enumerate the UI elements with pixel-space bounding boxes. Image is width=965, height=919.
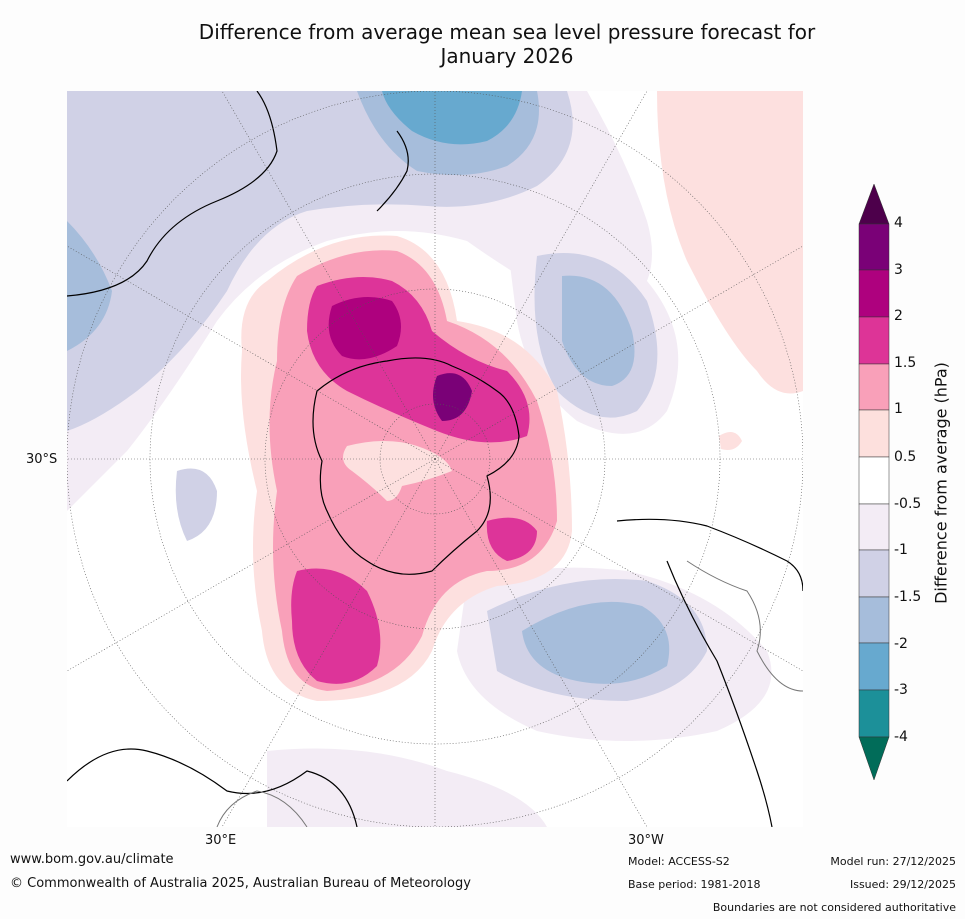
colorbar-swatch-2-3 <box>858 269 890 318</box>
colorbar <box>858 183 890 781</box>
neg-region-west <box>67 91 573 431</box>
pos-region-1-5-south <box>291 568 381 684</box>
coast-new-zealand <box>376 130 409 212</box>
colorbar-swatch-neutral <box>858 456 890 505</box>
pos-region-3-north <box>433 373 472 421</box>
colorbar-swatch-1-5-2 <box>858 316 890 365</box>
polar-map <box>67 91 803 827</box>
chart-title: Difference from average mean sea level p… <box>0 20 965 68</box>
colorbar-tick-label: 4 <box>894 215 903 231</box>
colorbar-swatch-neg-3-4 <box>858 689 890 738</box>
colorbar-tick-label: 1.5 <box>894 355 917 371</box>
title-line-1: Difference from average mean sea level p… <box>198 20 816 44</box>
copyright-text: © Commonwealth of Australia 2025, Austra… <box>10 876 471 891</box>
colorbar-swatch-1-1-5 <box>858 363 890 411</box>
map-svg <box>67 91 803 827</box>
colorbar-swatch-neg-0-5-1 <box>858 503 890 551</box>
colorbar-swatch-neg-1-5-2 <box>858 596 890 644</box>
coast-africa <box>67 748 358 827</box>
neg-region-east-core <box>562 275 635 386</box>
pos-region-small-east <box>719 432 742 450</box>
lat-label-30s: 30°S <box>26 452 58 467</box>
colorbar-tick-label: 2 <box>894 308 903 324</box>
colorbar-swatch-top-extend <box>858 183 890 225</box>
colorbar-tick-label: -2 <box>894 636 908 652</box>
meridian-120w <box>434 245 803 460</box>
neg-region-far-west <box>67 221 112 351</box>
colorbar-tick-label: -4 <box>894 729 908 745</box>
model-text: Model: ACCESS-S2 <box>628 855 730 868</box>
coast-south-america-west <box>666 560 773 827</box>
coastlines <box>67 91 803 827</box>
meridian-150e <box>221 91 436 460</box>
lon-label-30e: 30°E <box>205 833 237 848</box>
pos-region-pole <box>343 441 452 501</box>
colorbar-swatch-0-5-1 <box>858 409 890 458</box>
coast-australia <box>67 91 278 297</box>
meridian-120e <box>67 245 436 460</box>
colorbar-tick-label: 3 <box>894 262 903 278</box>
colorbar-tick-label: -1.5 <box>894 589 922 605</box>
colorbar-tick-label: 0.5 <box>894 449 917 465</box>
colorbar-swatch-neg-1-1-5 <box>858 549 890 598</box>
neg-region-mid-west <box>175 468 217 541</box>
colorbar-swatch-3-4 <box>858 223 890 271</box>
colorbar-tick-label: -3 <box>894 682 908 698</box>
neg-region-south-west <box>267 748 547 827</box>
title-line-2: January 2026 <box>440 44 574 68</box>
neg-region-south-core <box>522 601 670 684</box>
colorbar-swatch-neg-2-3 <box>858 642 890 691</box>
pos-region-far-east <box>657 91 803 394</box>
pos-region-1-5-east <box>486 517 537 561</box>
website-link[interactable]: www.bom.gov.au/climate <box>10 852 174 867</box>
disclaimer-text: Boundaries are not considered authoritat… <box>712 901 956 914</box>
border-south-america <box>686 560 803 692</box>
issued-text: Issued: 29/12/2025 <box>849 878 956 891</box>
neg-region-west-core <box>382 91 522 145</box>
positive-anomalies <box>241 235 572 701</box>
colorbar-tick-label: 1 <box>894 401 903 417</box>
model-run-text: Model run: 27/12/2025 <box>830 855 956 868</box>
coast-antarctica <box>312 357 520 575</box>
colorbar-title: Difference from average (hPa) <box>931 362 951 604</box>
coast-south-america <box>616 518 803 592</box>
base-period-text: Base period: 1981-2018 <box>628 878 761 891</box>
pos-region-2-north <box>328 297 401 360</box>
lon-label-30w: 30°W <box>628 833 664 848</box>
border-africa <box>216 790 308 827</box>
colorbar-tick-label: -0.5 <box>894 496 922 512</box>
colorbar-swatch-bottom-extend <box>858 736 890 781</box>
graticule <box>67 91 803 827</box>
lat-circle-60s <box>264 288 606 630</box>
country-borders <box>216 560 803 827</box>
colorbar-tick-label: -1 <box>894 542 908 558</box>
meridian-30e <box>221 458 436 827</box>
